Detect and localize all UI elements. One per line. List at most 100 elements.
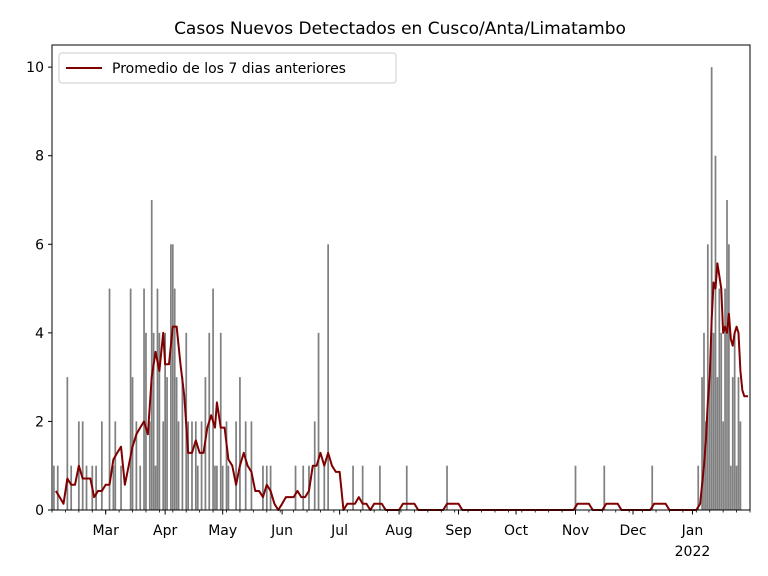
bar — [191, 421, 193, 510]
bar — [735, 465, 738, 510]
bar — [323, 465, 326, 510]
bar — [95, 465, 97, 510]
bar — [112, 465, 115, 510]
bar — [262, 465, 264, 510]
bar — [187, 421, 190, 510]
bar — [728, 244, 730, 511]
y-tick-label: 0 — [35, 503, 44, 519]
bar — [317, 332, 320, 510]
bar — [53, 465, 55, 510]
bar — [148, 421, 151, 510]
bar — [85, 465, 88, 510]
bar — [706, 244, 709, 511]
bar — [156, 288, 159, 510]
bar — [244, 421, 247, 510]
bar — [70, 465, 73, 510]
bar — [216, 465, 218, 510]
bar — [352, 465, 354, 510]
bar — [170, 244, 172, 511]
bar — [327, 244, 329, 511]
x-tick-label: Jun — [270, 523, 293, 539]
bar — [108, 288, 111, 510]
bar — [731, 377, 734, 510]
bar — [81, 421, 84, 510]
bar — [143, 288, 145, 510]
bar — [722, 421, 725, 510]
bar — [718, 288, 721, 510]
bar — [697, 465, 700, 510]
bar — [710, 67, 713, 510]
bar — [724, 288, 726, 510]
avg-line — [54, 262, 749, 511]
chart-title: Casos Nuevos Detectados en Cusco/Anta/Li… — [174, 19, 626, 39]
bar — [166, 377, 168, 510]
x-tick-label: Jan — [681, 523, 704, 539]
bar — [214, 465, 216, 510]
x-tick-label: Dec — [619, 523, 646, 539]
legend-box — [58, 52, 397, 84]
axes: 0 2 4 6 8 10 Mar Apr May Jun Jul Aug Sep Oct Nov Dec Jan… — [26, 60, 751, 560]
bar — [120, 465, 122, 510]
bar — [227, 465, 230, 510]
bar — [114, 421, 117, 510]
bar — [716, 377, 719, 510]
bar — [135, 421, 138, 510]
bar — [162, 421, 165, 510]
legend-label: Promedio de los 7 dias anteriores — [112, 61, 346, 77]
bar — [181, 377, 184, 510]
bar — [269, 465, 272, 510]
bar — [703, 332, 705, 510]
bar — [235, 421, 237, 510]
bar — [302, 465, 305, 510]
bar — [361, 465, 364, 510]
bar — [66, 377, 69, 510]
line-series — [54, 262, 749, 511]
x-tick-label: Apr — [153, 523, 177, 539]
y-tick-label: 2 — [35, 414, 44, 430]
x-tick-label: Nov — [562, 523, 589, 539]
bar — [651, 465, 654, 510]
bar — [708, 377, 711, 510]
bar — [200, 421, 203, 510]
bar — [56, 465, 59, 510]
y-tick-label: 8 — [35, 149, 44, 165]
bar — [158, 332, 161, 510]
x-tick-label: Aug — [385, 523, 412, 539]
bar — [739, 421, 742, 510]
bar — [154, 465, 157, 510]
bar — [212, 288, 214, 510]
bar — [100, 421, 103, 510]
y-tick-label: 6 — [35, 237, 44, 253]
bar — [171, 244, 174, 511]
x-tick-sublabel: 2022 — [675, 544, 711, 560]
bar — [705, 421, 707, 510]
bar — [714, 155, 717, 510]
y-tick-label: 4 — [35, 326, 44, 342]
bar — [737, 377, 740, 510]
bar — [379, 465, 381, 510]
bar — [239, 377, 241, 510]
bar — [177, 421, 180, 510]
x-tick-label: Sep — [445, 523, 472, 539]
y-tick-label: 10 — [26, 60, 44, 76]
bar — [294, 465, 297, 510]
bar — [733, 332, 736, 510]
bar — [726, 200, 728, 510]
bar — [196, 465, 199, 510]
plot-area — [52, 45, 750, 510]
bar — [225, 421, 228, 510]
bar — [574, 465, 577, 510]
bar — [164, 332, 166, 510]
bar — [446, 465, 448, 510]
plot-frame — [51, 44, 751, 511]
bar — [729, 465, 732, 510]
bar — [712, 332, 715, 510]
bar — [150, 200, 153, 510]
bar — [603, 465, 606, 510]
bar — [129, 288, 132, 510]
x-tick-label: Oct — [504, 523, 529, 539]
bar — [194, 421, 197, 510]
bar — [250, 421, 253, 510]
bar — [175, 377, 178, 510]
